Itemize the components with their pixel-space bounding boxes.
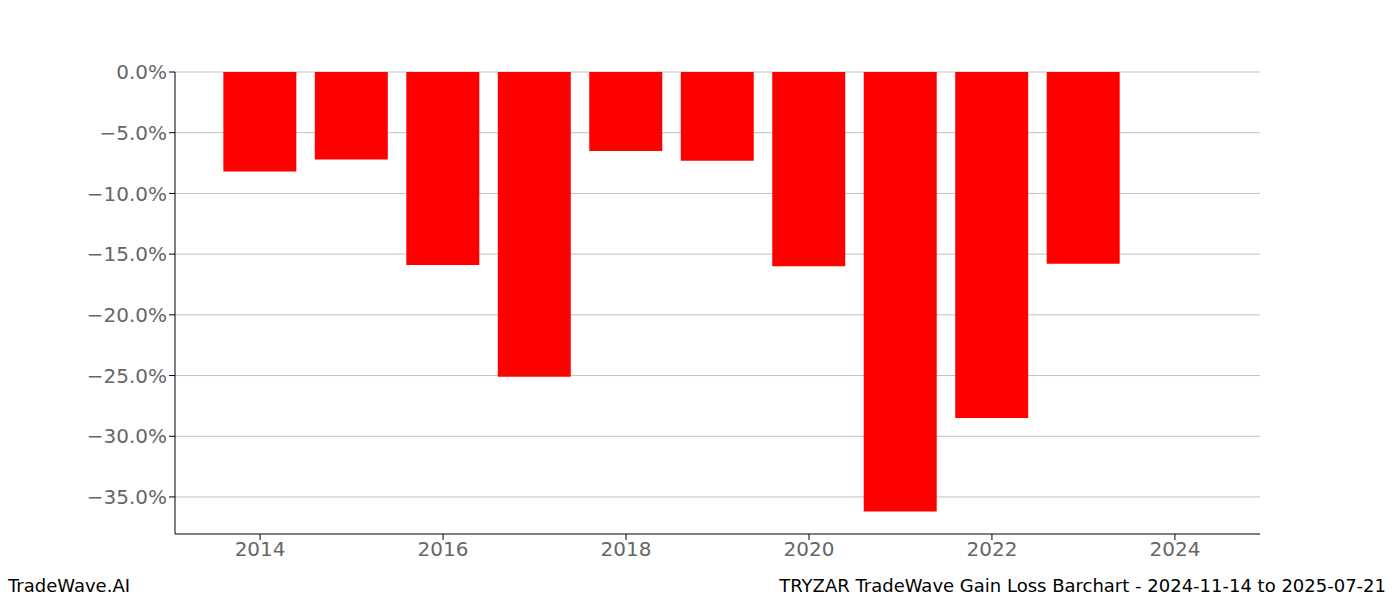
svg-text:2014: 2014: [235, 537, 286, 561]
svg-text:2022: 2022: [966, 537, 1017, 561]
svg-text:2024: 2024: [1149, 537, 1200, 561]
html-text:TRYZAR TradeWave Gain Loss Bar: TRYZAR TradeWave Gain Loss Barchart - 20…: [779, 575, 1386, 596]
svg-text:−20.0%: −20.0%: [87, 303, 167, 327]
svg-text:−25.0%: −25.0%: [87, 364, 167, 388]
svg-text:2020: 2020: [784, 537, 835, 561]
svg-text:−5.0%: −5.0%: [99, 121, 167, 145]
svg-text:−30.0%: −30.0%: [87, 424, 167, 448]
svg-text:−15.0%: −15.0%: [87, 242, 167, 266]
svg-text:−35.0%: −35.0%: [87, 485, 167, 509]
svg-text:0.0%: 0.0%: [116, 60, 167, 84]
svg-text:−10.0%: −10.0%: [87, 182, 167, 206]
svg-text:2018: 2018: [601, 537, 652, 561]
html-text:TradeWave.AI: TradeWave.AI: [8, 575, 130, 596]
svg-text:2016: 2016: [418, 537, 469, 561]
